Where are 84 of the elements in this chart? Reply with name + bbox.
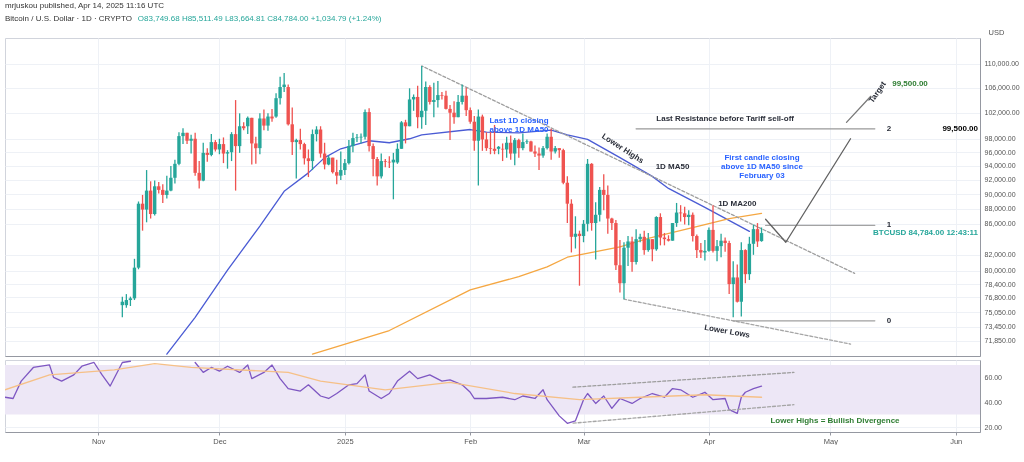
candlestick	[144, 169, 149, 223]
candlestick	[472, 115, 476, 152]
annotation: 99,500.00	[892, 79, 929, 88]
candlestick	[456, 94, 460, 118]
candlestick	[585, 158, 590, 233]
candlestick	[403, 119, 408, 145]
candlestick	[658, 212, 663, 247]
annotation: Lower Lows	[703, 322, 752, 340]
candlestick	[747, 236, 752, 281]
candlestick	[549, 128, 553, 161]
candlestick	[407, 87, 412, 127]
candlestick	[525, 138, 529, 145]
candlestick	[339, 150, 343, 181]
candlestick	[306, 148, 311, 178]
candlestick	[286, 83, 290, 127]
candlestick	[735, 263, 739, 304]
candlestick	[148, 180, 153, 220]
candlestick	[436, 80, 440, 109]
candlestick	[237, 112, 242, 154]
annotation: 99,500.00	[942, 124, 979, 133]
candlestick	[719, 233, 723, 258]
candlestick	[727, 240, 731, 295]
candlestick	[691, 211, 695, 243]
candlestick	[254, 136, 258, 165]
annotation: 1D MA200	[718, 199, 757, 209]
candlestick	[262, 108, 266, 131]
candlestick	[513, 137, 517, 166]
candlestick	[165, 175, 169, 200]
candlestick	[250, 117, 254, 166]
candlestick	[480, 113, 485, 152]
candlestick	[221, 136, 226, 164]
candlestick	[415, 85, 420, 129]
candlestick	[565, 175, 570, 224]
candlestick	[258, 112, 262, 155]
candlestick	[488, 130, 493, 155]
candlestick	[654, 215, 659, 252]
candlestick	[132, 258, 137, 301]
candlestick	[573, 215, 578, 250]
candlestick	[140, 194, 145, 232]
candlestick	[589, 162, 594, 232]
candlestick	[424, 80, 428, 126]
annotation: Lower Highs = Bullish Divergence	[770, 416, 901, 425]
candlestick	[695, 233, 699, 259]
candlestick	[460, 83, 464, 106]
annotation: 0	[886, 315, 892, 325]
chart-subtitle: O83,749.68 H85,511.49 L83,664.81 C84,784.00 +1,034.79 (+1.24%)	[137, 14, 382, 23]
candlestick	[193, 132, 197, 177]
candlestick	[606, 184, 610, 235]
candlestick	[399, 120, 404, 150]
candlestick	[630, 236, 634, 273]
candlestick	[634, 228, 638, 266]
candlestick	[537, 146, 541, 171]
candlestick	[484, 131, 489, 152]
candlestick	[743, 248, 748, 284]
candlestick	[731, 260, 735, 318]
candlestick	[189, 134, 193, 155]
chart-title: Bitcoin / U.S. Dollar · 1D · CRYPTO	[5, 14, 132, 23]
candlestick	[201, 142, 205, 182]
candlestick	[363, 108, 367, 141]
candlestick	[225, 149, 230, 170]
candlestick	[290, 106, 294, 156]
annotation: First candle closing above 1D MA50 since February 03	[721, 153, 804, 180]
annotation: Last Resistance before Tariff sell-off	[656, 113, 795, 123]
candlestick	[711, 204, 715, 254]
candlestick	[152, 179, 157, 217]
candlestick	[561, 148, 565, 185]
candlestick	[476, 108, 481, 187]
annotation: BTCUSD 84,784.00 12:43:11	[873, 228, 979, 237]
line-series	[5, 363, 763, 401]
candlestick	[229, 131, 234, 162]
candlestick	[569, 198, 574, 254]
candlestick	[598, 186, 602, 223]
candlestick	[335, 159, 339, 185]
text: mrjuskou published, Apr 14, 2025 11:16 UTC	[4, 0, 166, 12]
candlestick	[310, 128, 315, 171]
annotation: 1D MA50	[655, 161, 690, 171]
candlestick	[136, 200, 141, 270]
annotation: 2	[886, 123, 892, 133]
line-series	[311, 212, 763, 355]
candlestick	[739, 241, 744, 318]
candlestick	[318, 125, 323, 159]
candlestick	[432, 82, 436, 118]
candlestick	[751, 223, 756, 256]
annotation: 1	[886, 220, 892, 230]
